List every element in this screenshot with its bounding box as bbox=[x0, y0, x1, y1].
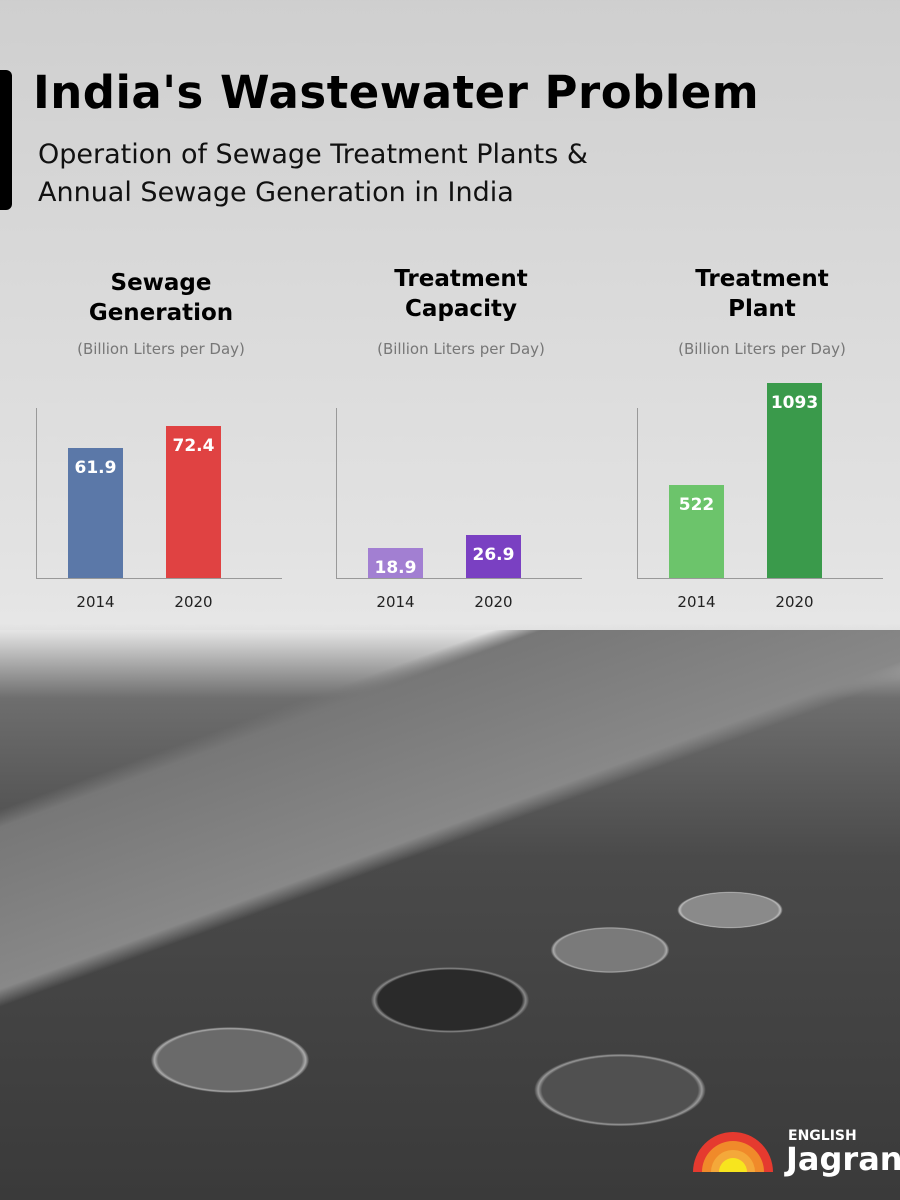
data-label: 26.9 bbox=[472, 544, 515, 565]
y-axis bbox=[336, 408, 337, 578]
bar-chart: Treatment Plant (Billion Liters per Day)… bbox=[637, 260, 887, 620]
chart-title: Capacity bbox=[405, 296, 517, 322]
subtitle-line: Operation of Sewage Treatment Plants & bbox=[38, 139, 588, 170]
y-axis bbox=[36, 408, 37, 578]
data-label: 72.4 bbox=[172, 435, 215, 456]
english-jagran-logo: ENGLISH Jagran bbox=[690, 1128, 900, 1188]
chart-unit: (Billion Liters per Day) bbox=[377, 340, 545, 358]
x-tick-label: 2020 bbox=[775, 593, 814, 611]
x-axis bbox=[36, 578, 282, 579]
x-tick-label: 2014 bbox=[677, 593, 716, 611]
chart-title: Generation bbox=[88, 300, 234, 326]
data-label: 61.9 bbox=[74, 458, 117, 479]
x-axis bbox=[637, 578, 883, 579]
chart-unit: (Billion Liters per Day) bbox=[678, 340, 846, 358]
bar-2014: 522 bbox=[669, 485, 724, 578]
data-label: 1093 bbox=[770, 393, 819, 414]
subtitle-line: Annual Sewage Generation in India bbox=[38, 177, 514, 208]
chart-title: Plant bbox=[728, 296, 796, 322]
bar-2020: 1093 bbox=[767, 383, 822, 578]
x-axis bbox=[336, 578, 582, 579]
wastewater-plant-photo bbox=[0, 630, 900, 1200]
bar-2020: 26.9 bbox=[466, 534, 521, 578]
x-tick-label: 2014 bbox=[76, 593, 115, 611]
bar-2014: 61.9 bbox=[68, 448, 123, 578]
logo-text-english: ENGLISH bbox=[788, 1128, 857, 1144]
x-tick-label: 2020 bbox=[474, 593, 513, 611]
x-tick-label: 2020 bbox=[174, 593, 213, 611]
bar-2014: 18.9 bbox=[368, 547, 423, 578]
x-tick-label: 2014 bbox=[376, 593, 415, 611]
bar-chart: Treatment Capacity (Billion Liters per D… bbox=[336, 260, 586, 620]
page-subtitle: Operation of Sewage Treatment Plants & A… bbox=[38, 136, 588, 212]
chart-unit: (Billion Liters per Day) bbox=[77, 340, 245, 358]
bar-2020: 72.4 bbox=[166, 425, 221, 578]
chart-title: Sewage bbox=[110, 270, 212, 296]
chart-title: Treatment bbox=[695, 266, 829, 292]
sun-logo-icon bbox=[693, 1132, 773, 1172]
page-title: India's Wastewater Problem bbox=[33, 66, 760, 119]
title-accent-bar bbox=[0, 70, 12, 210]
y-axis bbox=[637, 408, 638, 578]
logo-text-jagran: Jagran bbox=[786, 1140, 900, 1178]
data-label: 522 bbox=[678, 495, 715, 516]
chart-title: Treatment bbox=[394, 266, 528, 292]
bar-chart: Sewage Generation (Billion Liters per Da… bbox=[36, 260, 286, 620]
data-label: 18.9 bbox=[374, 557, 417, 578]
